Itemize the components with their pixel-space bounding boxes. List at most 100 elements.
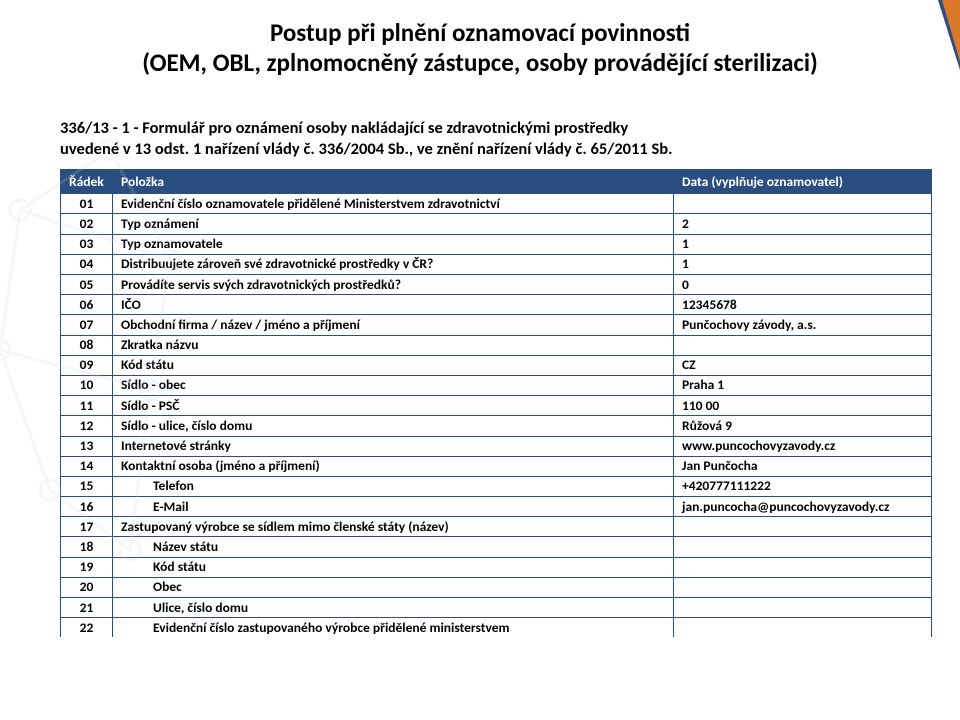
col-header-polozka: Položka <box>113 170 674 194</box>
cell-data: Jan Punčocha <box>674 456 932 476</box>
cell-data: Praha 1 <box>674 375 932 395</box>
cell-data <box>674 517 932 537</box>
cell-data: 12345678 <box>674 295 932 315</box>
subtitle-line2: uvedené v 13 odst. 1 nařízení vlády č. 3… <box>60 139 900 160</box>
cell-radek: 05 <box>61 275 113 295</box>
cell-radek: 14 <box>61 456 113 476</box>
subtitle-block: 336/13 - 1 - Formulář pro oznámení osoby… <box>0 84 960 163</box>
cell-radek: 10 <box>61 375 113 395</box>
cell-data: Punčochovy závody, a.s. <box>674 315 932 335</box>
table-row: 16E-Mailjan.puncocha@puncochovyzavody.cz <box>61 497 932 517</box>
table-row: 03Typ oznamovatele1 <box>61 234 932 254</box>
cell-polozka: Zastupovaný výrobce se sídlem mimo člens… <box>113 517 674 537</box>
table-row: 08Zkratka názvu <box>61 335 932 355</box>
table-row: 12Sídlo - ulice, číslo domuRůžová 9 <box>61 416 932 436</box>
cell-data: 0 <box>674 275 932 295</box>
page: Postup při plnění oznamovací povinnosti … <box>0 0 960 720</box>
cell-radek: 08 <box>61 335 113 355</box>
cell-data <box>674 577 932 597</box>
table-row: 10Sídlo - obecPraha 1 <box>61 375 932 395</box>
page-title-line1: Postup při plnění oznamovací povinnosti <box>60 18 900 48</box>
table-row: 11Sídlo - PSČ110 00 <box>61 396 932 416</box>
corner-accent-orange <box>942 0 960 62</box>
cell-polozka: Internetové stránky <box>113 436 674 456</box>
cell-polozka: Sídlo - ulice, číslo domu <box>113 416 674 436</box>
cell-polozka: Obchodní firma / název / jméno a příjmen… <box>113 315 674 335</box>
table-row: 06IČO12345678 <box>61 295 932 315</box>
cell-radek: 02 <box>61 214 113 234</box>
cell-radek: 21 <box>61 598 113 618</box>
cell-data <box>674 618 932 638</box>
table-row: 01Evidenční číslo oznamovatele přidělené… <box>61 194 932 214</box>
table-row: 05Provádíte servis svých zdravotnických … <box>61 275 932 295</box>
cell-radek: 01 <box>61 194 113 214</box>
table-row: 17Zastupovaný výrobce se sídlem mimo čle… <box>61 517 932 537</box>
cell-data: Růžová 9 <box>674 416 932 436</box>
cell-data: 2 <box>674 214 932 234</box>
cell-polozka: Kód státu <box>113 557 674 577</box>
cell-radek: 22 <box>61 618 113 638</box>
cell-polozka: IČO <box>113 295 674 315</box>
cell-polozka: Sídlo - PSČ <box>113 396 674 416</box>
form-table: Řádek Položka Data (vyplňuje oznamovatel… <box>60 169 932 637</box>
cell-radek: 19 <box>61 557 113 577</box>
cell-polozka: Ulice, číslo domu <box>113 598 674 618</box>
cell-polozka: Typ oznámení <box>113 214 674 234</box>
cell-polozka: Kontaktní osoba (jméno a příjmení) <box>113 456 674 476</box>
page-title-line2: (OEM, OBL, zplnomocněný zástupce, osoby … <box>60 48 900 78</box>
cell-radek: 09 <box>61 355 113 375</box>
cell-polozka: Sídlo - obec <box>113 375 674 395</box>
cell-radek: 11 <box>61 396 113 416</box>
cell-data <box>674 335 932 355</box>
cell-radek: 16 <box>61 497 113 517</box>
cell-data: CZ <box>674 355 932 375</box>
table-row: 20Obec <box>61 577 932 597</box>
table-row: 18Název státu <box>61 537 932 557</box>
cell-radek: 20 <box>61 577 113 597</box>
cell-polozka: Kód státu <box>113 355 674 375</box>
table-row: 07Obchodní firma / název / jméno a příjm… <box>61 315 932 335</box>
cell-radek: 04 <box>61 254 113 274</box>
subtitle-line1: 336/13 - 1 - Formulář pro oznámení osoby… <box>60 118 900 139</box>
cell-data: 1 <box>674 254 932 274</box>
table-row: 04Distribuujete zároveň své zdravotnické… <box>61 254 932 274</box>
cell-data <box>674 537 932 557</box>
table-row: 22Evidenční číslo zastupovaného výrobce … <box>61 618 932 638</box>
cell-polozka: Telefon <box>113 476 674 496</box>
col-header-data: Data (vyplňuje oznamovatel) <box>674 170 932 194</box>
cell-data <box>674 194 932 214</box>
cell-data: www.puncochovyzavody.cz <box>674 436 932 456</box>
cell-polozka: Typ oznamovatele <box>113 234 674 254</box>
cell-polozka: Zkratka názvu <box>113 335 674 355</box>
cell-data: jan.puncocha@puncochovyzavody.cz <box>674 497 932 517</box>
table-row: 21Ulice, číslo domu <box>61 598 932 618</box>
cell-data <box>674 557 932 577</box>
cell-radek: 15 <box>61 476 113 496</box>
title-block: Postup při plnění oznamovací povinnosti … <box>0 0 960 84</box>
cell-polozka: Evidenční číslo zastupovaného výrobce př… <box>113 618 674 638</box>
table-row: 09Kód státuCZ <box>61 355 932 375</box>
cell-radek: 13 <box>61 436 113 456</box>
cell-radek: 18 <box>61 537 113 557</box>
table-header-row: Řádek Položka Data (vyplňuje oznamovatel… <box>61 170 932 194</box>
cell-data: 110 00 <box>674 396 932 416</box>
cell-polozka: E-Mail <box>113 497 674 517</box>
cell-radek: 03 <box>61 234 113 254</box>
cell-radek: 12 <box>61 416 113 436</box>
cell-radek: 06 <box>61 295 113 315</box>
cell-radek: 17 <box>61 517 113 537</box>
cell-polozka: Distribuujete zároveň své zdravotnické p… <box>113 254 674 274</box>
table-container: Řádek Položka Data (vyplňuje oznamovatel… <box>0 163 960 637</box>
cell-data: +420777111222 <box>674 476 932 496</box>
cell-polozka: Provádíte servis svých zdravotnických pr… <box>113 275 674 295</box>
cell-polozka: Evidenční číslo oznamovatele přidělené M… <box>113 194 674 214</box>
cell-radek: 07 <box>61 315 113 335</box>
col-header-radek: Řádek <box>61 170 113 194</box>
table-row: 14Kontaktní osoba (jméno a příjmení)Jan … <box>61 456 932 476</box>
table-row: 19Kód státu <box>61 557 932 577</box>
cell-data: 1 <box>674 234 932 254</box>
table-row: 13Internetové stránkywww.puncochovyzavod… <box>61 436 932 456</box>
cell-polozka: Obec <box>113 577 674 597</box>
table-row: 02Typ oznámení2 <box>61 214 932 234</box>
cell-polozka: Název státu <box>113 537 674 557</box>
